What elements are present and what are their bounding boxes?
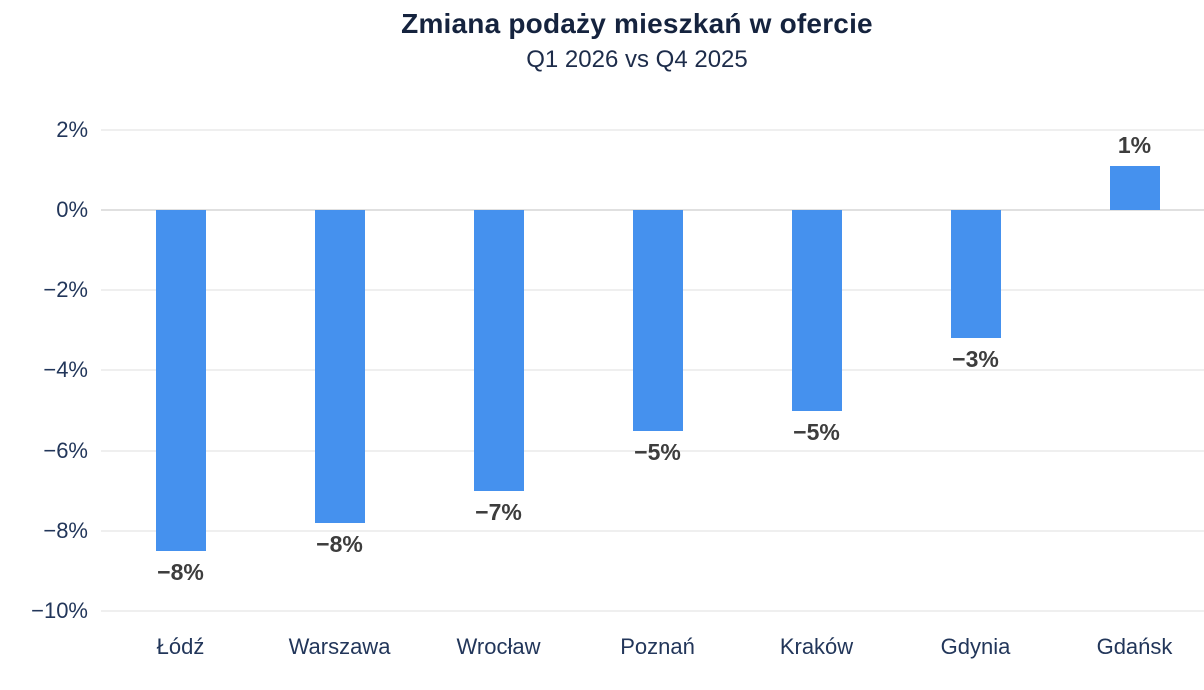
y-axis-tick-label: 0% xyxy=(56,197,88,222)
bar xyxy=(791,210,842,411)
x-axis-category-label: Wrocław xyxy=(456,634,541,659)
gridline xyxy=(101,610,1204,612)
y-axis-tick-label: −4% xyxy=(43,357,88,383)
chart-title: Zmiana podaży mieszkań w ofercie xyxy=(401,8,873,39)
y-axis-tick-label: −2% xyxy=(43,277,88,303)
x-axis-category-label: Gdynia xyxy=(940,634,1011,659)
bar xyxy=(1109,165,1160,210)
y-axis-tick-label: −8% xyxy=(43,517,88,543)
y-axis-tick-label: −10% xyxy=(31,598,88,623)
bar-value-label: −8% xyxy=(157,558,204,585)
bar xyxy=(155,210,206,551)
bar-value-label: −8% xyxy=(316,530,363,557)
x-axis-category-label: Kraków xyxy=(779,634,854,659)
bar-value-label: −3% xyxy=(952,346,999,373)
x-axis-category-label: Warszawa xyxy=(288,634,391,659)
bar xyxy=(632,210,683,431)
x-axis-category-label: Łódź xyxy=(156,634,205,659)
gridline xyxy=(101,449,1204,452)
y-axis-tick-label: −6% xyxy=(43,437,88,463)
chart-subtitle: Q1 2026 vs Q4 2025 xyxy=(526,46,748,73)
gridline xyxy=(101,529,1204,532)
x-axis-category-label: Gdańsk xyxy=(1096,634,1173,659)
bar-value-label: 1% xyxy=(1117,131,1152,158)
bar xyxy=(950,210,1001,339)
bar xyxy=(314,210,365,523)
bar-value-label: −7% xyxy=(475,498,522,525)
x-axis-category-label: Poznań xyxy=(620,634,695,659)
bar-value-label: −5% xyxy=(793,418,840,445)
bar xyxy=(473,210,524,491)
bar-value-label: −5% xyxy=(634,438,681,465)
gridline xyxy=(101,128,1204,131)
y-axis-tick-label: 2% xyxy=(56,116,88,142)
